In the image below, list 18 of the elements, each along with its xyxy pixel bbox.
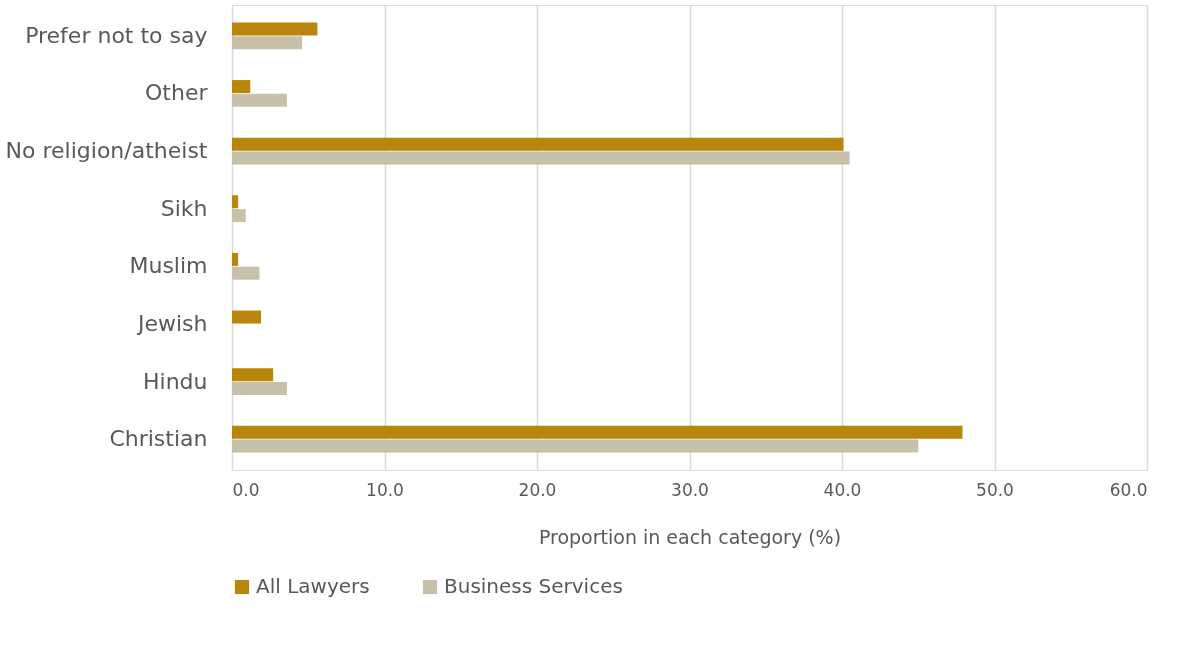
- y-tick-label: Other: [145, 80, 209, 106]
- x-tick-label: 0.0: [232, 479, 260, 500]
- x-tick-label: 30.0: [671, 479, 709, 500]
- y-tick-label: No religion/atheist: [5, 138, 208, 164]
- x-tick-label: 40.0: [823, 479, 862, 500]
- x-axis-title: Proportion in each category (%): [538, 525, 842, 548]
- x-tick-label: 10.0: [366, 479, 404, 500]
- y-tick-label: Muslim: [129, 253, 208, 279]
- x-tick-label: 50.0: [976, 479, 1014, 500]
- legend-label: Business Services: [444, 574, 623, 598]
- y-tick-label: Hindu: [142, 368, 208, 394]
- x-tick-label: 60.0: [1109, 479, 1148, 500]
- legend-label: All Lawyers: [256, 574, 370, 598]
- y-tick-label: Christian: [109, 426, 208, 452]
- y-tick-label: Prefer not to say: [25, 22, 208, 48]
- y-tick-label: Jewish: [135, 310, 208, 336]
- y-tick-label: Sikh: [160, 195, 208, 221]
- x-tick-label: 20.0: [518, 479, 557, 500]
